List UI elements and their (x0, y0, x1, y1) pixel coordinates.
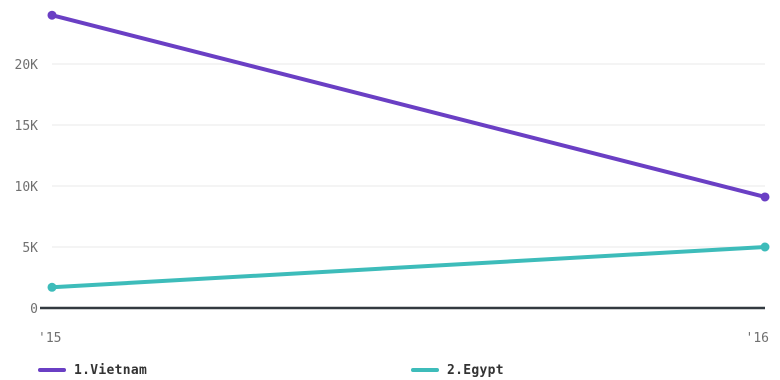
series-line (50, 13, 767, 199)
series-points (47, 10, 770, 292)
legend-label-egypt: 2.Egypt (447, 362, 504, 378)
x-axis-tick-labels: '15 '16 (38, 331, 769, 346)
y-tick-label: 0 (30, 302, 38, 317)
legend-item-egypt[interactable]: 2.Egypt (411, 361, 504, 379)
data-point[interactable] (47, 10, 57, 20)
legend: 1.Vietnam 2.Egypt (0, 361, 780, 379)
y-axis-tick-labels: 0 5K 10K 15K 20K (15, 58, 39, 317)
y-tick-label: 10K (15, 180, 39, 195)
x-tick-label: '15 (38, 331, 61, 346)
legend-swatch-vietnam (38, 368, 66, 372)
y-tick-label: 15K (15, 119, 39, 134)
y-tick-label: 20K (15, 58, 39, 73)
gridlines (52, 63, 765, 248)
data-point[interactable] (760, 242, 770, 252)
legend-item-vietnam[interactable]: 1.Vietnam (38, 361, 147, 379)
legend-label-vietnam: 1.Vietnam (74, 362, 148, 378)
series-line (50, 245, 767, 290)
x-tick-label: '16 (746, 331, 769, 346)
data-point[interactable] (47, 282, 57, 292)
legend-swatch-egypt (411, 368, 439, 372)
series-lines (50, 13, 767, 290)
y-tick-label: 5K (22, 241, 38, 256)
data-point[interactable] (760, 192, 770, 202)
